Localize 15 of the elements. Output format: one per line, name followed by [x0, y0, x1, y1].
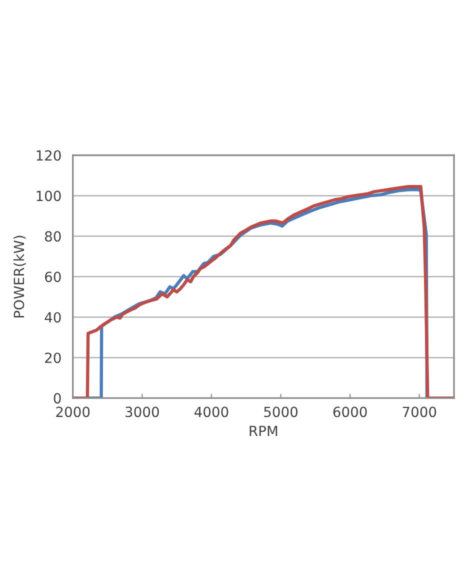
x-axis-title: RPM — [250, 426, 278, 436]
y-tick-label: 120 — [36, 150, 61, 161]
y-axis-title: POWER(kW) — [13, 236, 26, 318]
y-tick-label: 60 — [45, 272, 61, 282]
y-tick-label: 20 — [45, 352, 61, 364]
x-tick-label: 2000 — [56, 406, 90, 418]
x-tick-label: 3000 — [126, 406, 159, 418]
x-tick-label: 6000 — [333, 406, 367, 418]
y-tick-label: 40 — [44, 312, 61, 323]
x-tick-label: 7000 — [402, 406, 436, 418]
y-tick-label: 80 — [45, 231, 61, 242]
x-tick-label: 4000 — [194, 406, 228, 418]
x-tick-label: 5000 — [264, 406, 298, 418]
y-tick-label: 0 — [54, 393, 61, 404]
y-tick-label: 100 — [36, 190, 61, 202]
